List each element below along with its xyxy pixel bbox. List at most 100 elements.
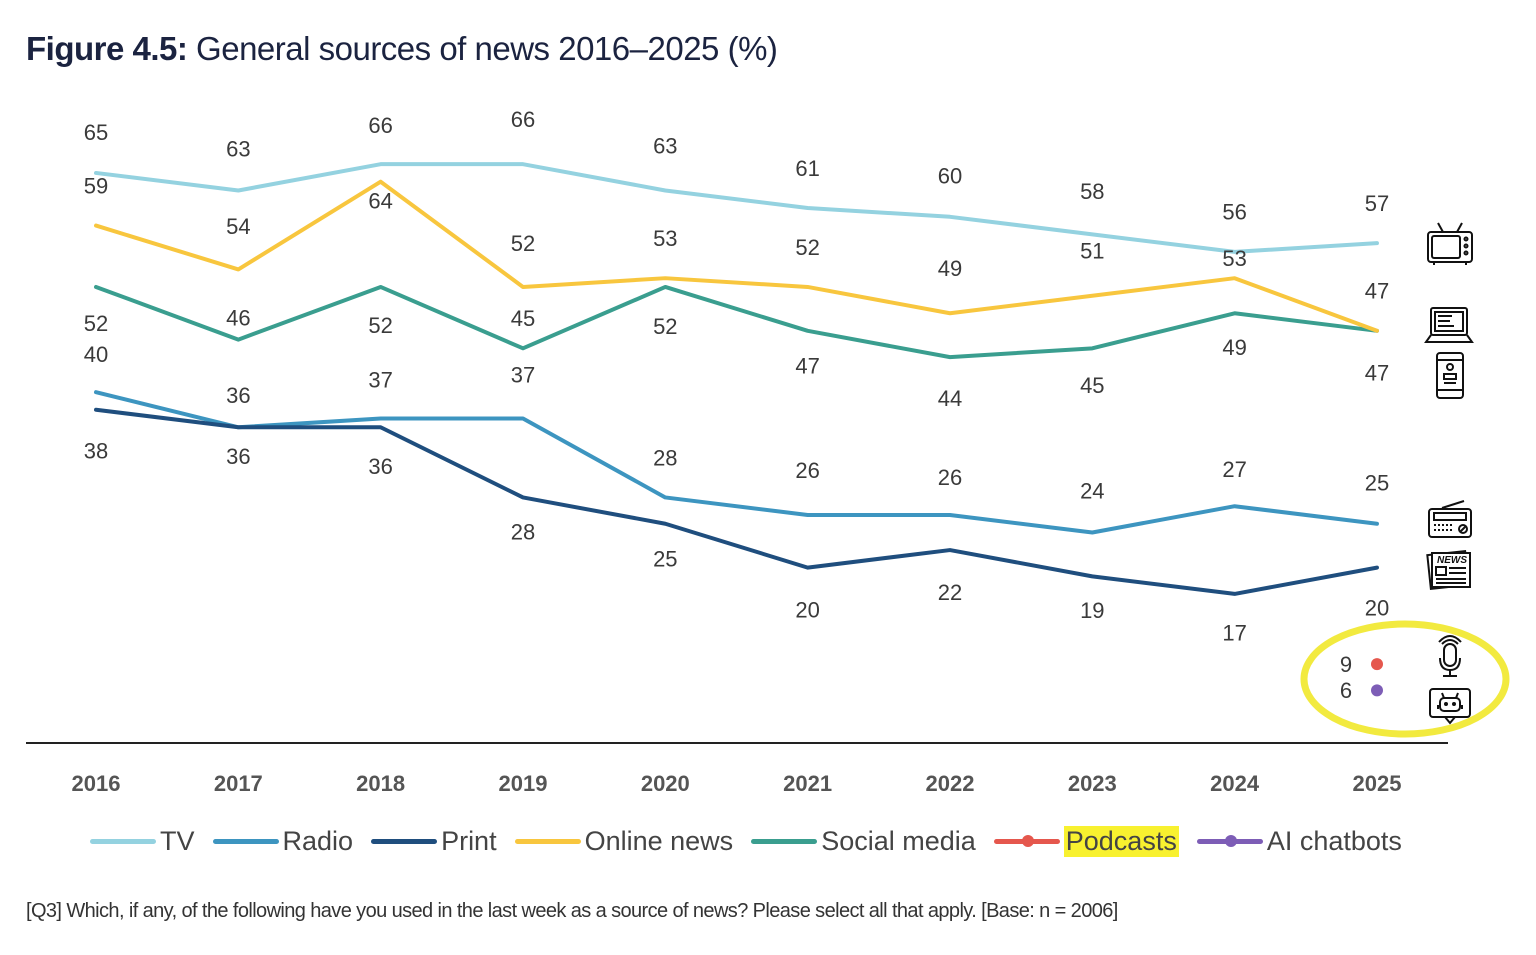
legend: TV Radio Print Online news Social media Podca…: [90, 826, 1402, 857]
data-label: 36: [226, 444, 250, 469]
data-label: 36: [368, 454, 392, 479]
x-tick-label: 2020: [641, 771, 690, 796]
x-tick-label: 2021: [783, 771, 832, 796]
legend-label: Radio: [282, 826, 354, 856]
data-label: 56: [1222, 200, 1246, 225]
legend-swatch: [212, 839, 279, 844]
data-label: 52: [511, 231, 535, 256]
x-tick-label: 2018: [356, 771, 405, 796]
chatbot-icon: [1429, 688, 1471, 725]
legend-item-ai-chatbots: AI chatbots: [1196, 826, 1402, 857]
legend-label: Online news: [584, 826, 734, 856]
figure-number: Figure 4.5:: [26, 30, 188, 67]
legend-item-print: Print: [371, 826, 497, 857]
data-label: 19: [1080, 598, 1104, 623]
data-label: 28: [653, 445, 677, 470]
data-label: 51: [1080, 239, 1104, 264]
data-label: 20: [795, 597, 819, 622]
x-tick-label: 2025: [1352, 771, 1401, 796]
radio-icon: [1428, 500, 1472, 538]
data-label: 63: [226, 136, 250, 161]
legend-swatch: [751, 839, 818, 844]
data-label: 25: [653, 547, 677, 572]
series-line-online-news: [94, 179, 1379, 333]
data-label: 66: [511, 107, 535, 132]
legend-label: TV: [160, 826, 195, 856]
x-tick-label: 2017: [214, 771, 263, 796]
legend-item-podcasts: Podcasts: [993, 826, 1179, 857]
data-label: 44: [938, 386, 962, 411]
data-label: 40: [84, 342, 108, 367]
data-label: 58: [1080, 179, 1104, 204]
legend-label: Social media: [821, 826, 976, 856]
data-label: 66: [368, 113, 392, 138]
data-label: 6: [1340, 678, 1352, 703]
tv-icon: [1427, 222, 1473, 265]
data-label: 46: [226, 305, 250, 330]
x-tick-label: 2022: [926, 771, 975, 796]
data-label: 52: [795, 235, 819, 260]
x-tick-label: 2019: [499, 771, 548, 796]
data-label: 63: [653, 133, 677, 158]
data-label: 61: [795, 156, 819, 181]
legend-swatch: [371, 839, 438, 844]
data-point-ai-chatbots: [1371, 684, 1383, 697]
legend-item-online-news: Online news: [514, 826, 734, 857]
data-point-podcasts: [1371, 658, 1383, 671]
data-label: 47: [1365, 361, 1389, 386]
x-tick-label: 2023: [1068, 771, 1117, 796]
data-label: 37: [511, 362, 535, 387]
legend-label: AI chatbots: [1266, 826, 1402, 856]
legend-swatch: [514, 839, 581, 844]
data-label: 25: [1365, 471, 1389, 496]
data-label: 24: [1080, 478, 1104, 503]
series-line-tv: [94, 162, 1379, 254]
legend-swatch: [90, 839, 156, 844]
data-label: 65: [84, 120, 108, 145]
data-label: 53: [1222, 246, 1246, 271]
series-line-social-media: [94, 284, 1379, 360]
x-tick-label: 2024: [1210, 771, 1260, 796]
data-label: 45: [511, 306, 535, 331]
series-line-radio: [94, 390, 1379, 535]
data-label: 20: [1365, 595, 1389, 620]
data-label: 47: [795, 354, 819, 379]
legend-swatch: [993, 835, 1060, 847]
highlight-ellipse: [1300, 620, 1510, 738]
data-label: 53: [653, 226, 677, 251]
chart-title: Figure 4.5: General sources of news 2016…: [26, 30, 778, 68]
data-label: 47: [1365, 279, 1389, 304]
figure-title-text: General sources of news 2016–2025 (%): [196, 30, 778, 67]
laptop-icon: [1424, 307, 1474, 343]
data-label: 59: [84, 173, 108, 198]
smartphone-icon: [1436, 352, 1464, 399]
legend-label: Print: [441, 826, 497, 856]
data-label: 52: [653, 314, 677, 339]
data-label: 36: [226, 383, 250, 408]
data-label: 17: [1222, 621, 1246, 646]
data-label: 54: [226, 214, 250, 239]
question-tag: [Q3]: [26, 900, 62, 922]
data-label: 52: [84, 311, 108, 336]
x-tick-label: 2016: [72, 771, 121, 796]
legend-swatch: [1196, 835, 1263, 847]
footnote: [Q3] Which, if any, of the following hav…: [26, 900, 1118, 923]
data-label: 60: [938, 164, 962, 189]
line-chart: 2016 2017 2018 2019 2020 2021 2022 2023 2024 2025…: [26, 107, 1510, 796]
data-label: 49: [1222, 335, 1246, 360]
data-label: 52: [368, 313, 392, 338]
data-label: 49: [938, 256, 962, 281]
svg-text:NEWS: NEWS: [1437, 555, 1467, 566]
data-label: 27: [1222, 457, 1246, 482]
data-label: 26: [795, 458, 819, 483]
newspaper-icon: NEWS: [1426, 550, 1471, 590]
data-label: 28: [511, 519, 535, 544]
legend-label: Podcasts: [1063, 826, 1179, 857]
legend-item-radio: Radio: [212, 826, 354, 857]
data-label: 9: [1340, 652, 1352, 677]
data-label: 38: [84, 439, 108, 464]
question-text: Which, if any, of the following have you…: [66, 900, 1118, 922]
data-label: 57: [1365, 191, 1389, 216]
data-label: 37: [368, 367, 392, 392]
data-label: 64: [368, 189, 392, 214]
